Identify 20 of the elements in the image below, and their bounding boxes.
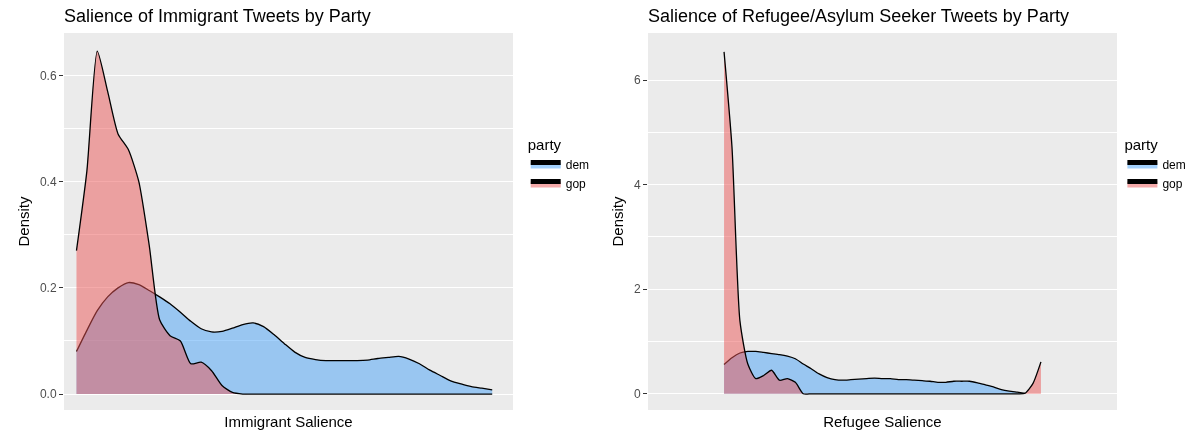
legend-label: dem: [565, 158, 590, 173]
legend-title: party: [527, 136, 562, 154]
y-tick-label: 0.2: [39, 281, 57, 296]
y-tick-label: 0.0: [39, 387, 57, 402]
y-tick-label: 0.4: [39, 174, 57, 189]
x-axis-title: Refugee Salience: [823, 413, 942, 430]
x-axis-title: Immigrant Salience: [224, 413, 353, 430]
chart-title: Salience of Refugee/Asylum Seeker Tweets by Party: [648, 6, 1069, 26]
y-axis-title: Density: [609, 196, 627, 247]
y-tick-label: 4: [633, 177, 641, 192]
y-tick-label: 2: [633, 282, 641, 297]
y-tick-label: 0: [633, 386, 641, 401]
legend-label: gop: [565, 177, 587, 192]
legend-label: gop: [1162, 177, 1183, 192]
y-axis-title: Density: [15, 196, 33, 247]
legend-title: party: [1124, 136, 1159, 154]
y-tick-label: 6: [633, 73, 641, 88]
y-tick-label: 0.6: [39, 68, 57, 83]
legend-label: dem: [1162, 158, 1186, 173]
chart-title: Salience of Immigrant Tweets by Party: [64, 6, 371, 26]
